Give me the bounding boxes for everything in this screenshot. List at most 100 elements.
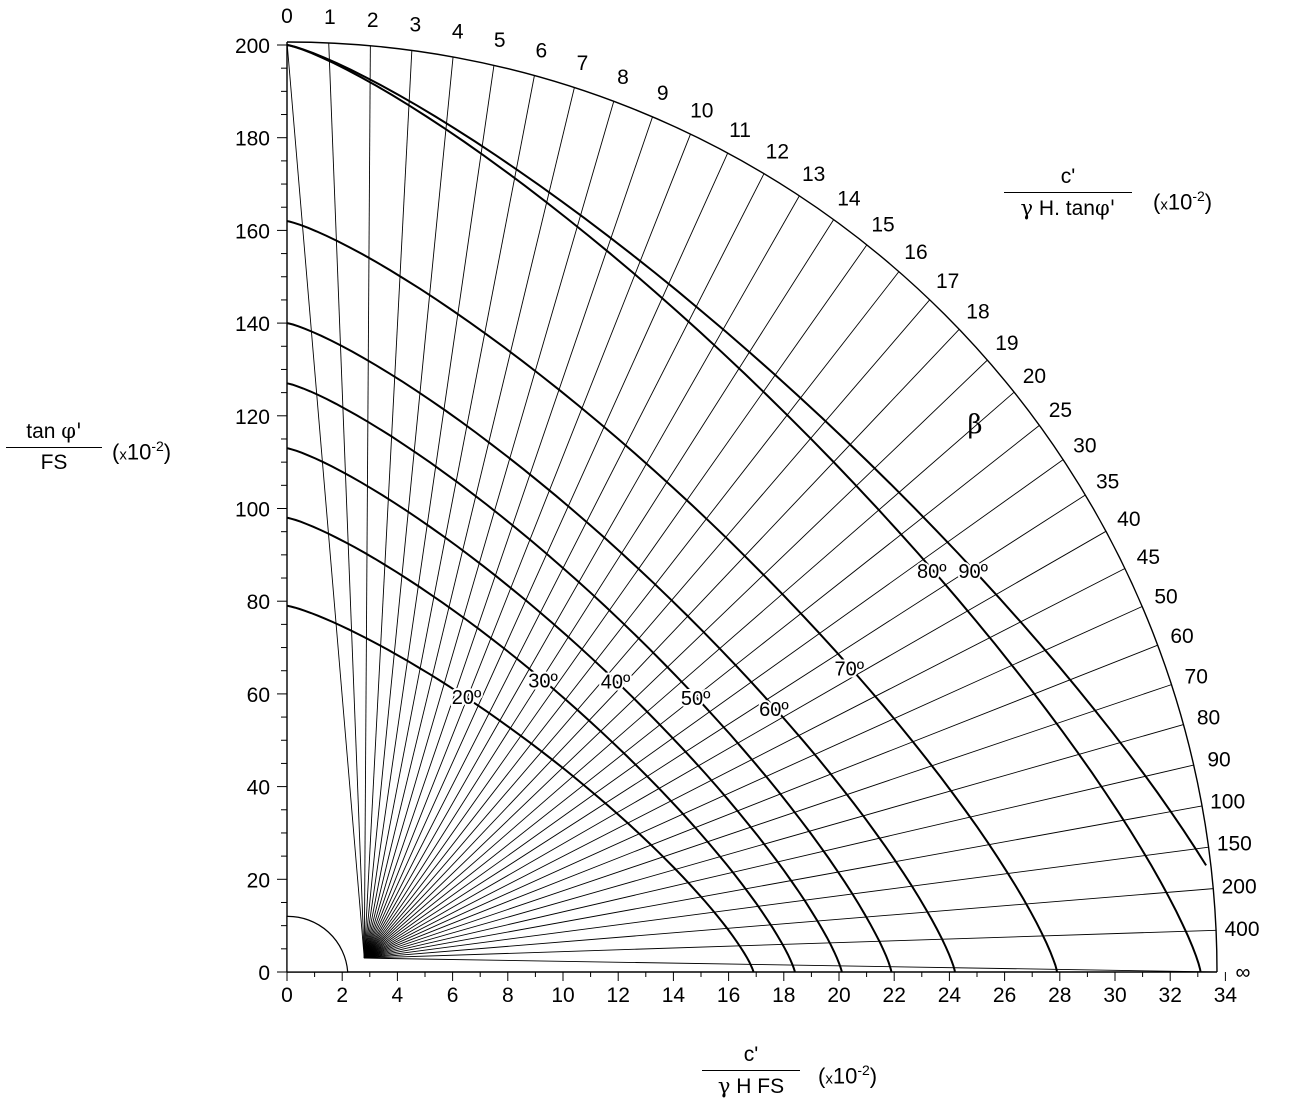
x-tick-label: 6 bbox=[447, 984, 459, 1007]
x-tick-label: 10 bbox=[551, 984, 574, 1007]
radial-tick-label: 35 bbox=[1096, 471, 1119, 494]
radial-line bbox=[363, 329, 960, 959]
radial-tick-label: 45 bbox=[1137, 546, 1160, 569]
radial-tick-label: 6 bbox=[535, 39, 547, 62]
y-axis-multiplier: (x10-2) bbox=[112, 438, 172, 465]
x-tick-label: 4 bbox=[392, 984, 404, 1007]
beta-curve bbox=[286, 604, 755, 973]
radial-line bbox=[364, 425, 1040, 959]
radial-tick-label: 8 bbox=[617, 66, 629, 89]
radial-line bbox=[286, 41, 365, 959]
x-tick-label: 0 bbox=[281, 984, 293, 1007]
radial-line bbox=[363, 45, 371, 959]
radial-tick-label: 0 bbox=[281, 5, 293, 28]
x-tick-label: 22 bbox=[883, 984, 906, 1007]
beta-curve-label: 30º bbox=[528, 670, 558, 692]
y-tick-label: 200 bbox=[235, 35, 270, 58]
radial-tick-label: 70 bbox=[1185, 666, 1208, 689]
radial-tick-label: 50 bbox=[1154, 585, 1177, 608]
radial-line bbox=[363, 65, 495, 959]
radial-tick-label: 5 bbox=[494, 29, 506, 52]
x-tick-label: 12 bbox=[607, 984, 630, 1007]
radial-line bbox=[363, 299, 931, 959]
y-tick-label: 180 bbox=[235, 128, 270, 151]
radial-line bbox=[363, 391, 1015, 959]
beta-curve-label: 20º bbox=[452, 687, 482, 709]
radial-tick-label: 17 bbox=[936, 270, 959, 293]
radial-line bbox=[363, 116, 653, 959]
radial-tick-label: 9 bbox=[657, 82, 669, 105]
beta-curve-label: 90º bbox=[958, 561, 988, 583]
beta-curve bbox=[286, 382, 893, 973]
chart-labels: 0 1 2 3 4 5 6789101112131415161718192025303540… bbox=[235, 5, 1260, 1007]
radial-line bbox=[364, 888, 1214, 959]
radial-line bbox=[364, 724, 1184, 959]
beta-curve bbox=[286, 44, 1202, 973]
x-tick-label: 14 bbox=[662, 984, 686, 1007]
y-tick-label: 100 bbox=[235, 499, 270, 522]
radial-axis-numerator: c' bbox=[1060, 165, 1076, 188]
beta-curve bbox=[286, 44, 1207, 866]
radial-tick-label: 19 bbox=[995, 332, 1018, 355]
x-tick-label: 30 bbox=[1103, 984, 1126, 1007]
x-tick-label: 2 bbox=[336, 984, 348, 1007]
x-tick-label: 18 bbox=[772, 984, 795, 1007]
chart-frame bbox=[286, 41, 1218, 973]
radial-axis-multiplier: (x10-2) bbox=[1153, 188, 1213, 215]
radial-tick-label: 11 bbox=[729, 119, 751, 142]
y-tick-label: 40 bbox=[247, 777, 270, 800]
radial-tick-label: 200 bbox=[1222, 875, 1257, 898]
x-axis-numerator: c' bbox=[743, 1043, 759, 1066]
radial-line bbox=[363, 152, 729, 959]
radial-line bbox=[364, 644, 1158, 959]
x-tick-label: 16 bbox=[717, 984, 740, 1007]
beta-curve-label: 80º bbox=[917, 561, 947, 583]
radial-tick-label: 3 bbox=[409, 14, 421, 37]
radial-line bbox=[363, 101, 615, 959]
radial-tick-label: 2 bbox=[367, 9, 379, 32]
radial-axis-denominator: γ H. tanφ' bbox=[1020, 196, 1116, 220]
radial-tick-label: 400 bbox=[1225, 918, 1260, 941]
radial-line bbox=[363, 359, 988, 959]
x-tick-label: 28 bbox=[1048, 984, 1071, 1007]
radial-line bbox=[364, 494, 1086, 959]
radial-tick-label: 13 bbox=[802, 163, 825, 186]
beta-curve bbox=[286, 447, 843, 973]
y-axis-title: tan φ' FS bbox=[6, 418, 102, 476]
radial-tick-label: 15 bbox=[871, 214, 894, 237]
beta-curve-label: 70º bbox=[835, 658, 865, 680]
radial-line bbox=[363, 219, 835, 959]
x-tick-label: 8 bbox=[502, 984, 514, 1007]
radial-line bbox=[363, 133, 691, 959]
y-axis-numerator: tan φ' bbox=[26, 419, 82, 443]
radial-line bbox=[363, 244, 868, 959]
y-tick-label: 80 bbox=[247, 591, 270, 614]
x-tick-label: 26 bbox=[993, 984, 1016, 1007]
radial-line bbox=[363, 56, 454, 959]
origin-hub bbox=[286, 915, 349, 973]
radial-line bbox=[364, 805, 1203, 959]
y-tick-label: 140 bbox=[235, 313, 270, 336]
radial-tick-label: 80 bbox=[1197, 707, 1220, 730]
radial-line bbox=[363, 271, 900, 959]
radial-line bbox=[363, 50, 413, 959]
radial-tick-label: 7 bbox=[577, 52, 589, 75]
beta-curve-label: 50º bbox=[681, 688, 711, 710]
axis-ticks bbox=[277, 44, 1226, 981]
y-axis-denominator: FS bbox=[40, 451, 68, 474]
radial-tick-label: 40 bbox=[1117, 508, 1140, 531]
fraction-bar bbox=[6, 447, 102, 448]
fraction-bar bbox=[702, 1070, 800, 1071]
outer-arc bbox=[286, 41, 1218, 973]
beta-curve bbox=[286, 516, 796, 973]
x-axis-denominator: γ H FS bbox=[717, 1074, 785, 1098]
radial-tick-label: 100 bbox=[1210, 790, 1245, 813]
radial-line bbox=[363, 195, 800, 959]
radial-line bbox=[364, 957, 1218, 973]
y-tick-label: 60 bbox=[247, 684, 270, 707]
beta-symbol: β bbox=[967, 410, 982, 440]
x-tick-label: 24 bbox=[938, 984, 962, 1007]
radial-line bbox=[363, 87, 575, 959]
radial-tick-label: 14 bbox=[837, 188, 861, 211]
